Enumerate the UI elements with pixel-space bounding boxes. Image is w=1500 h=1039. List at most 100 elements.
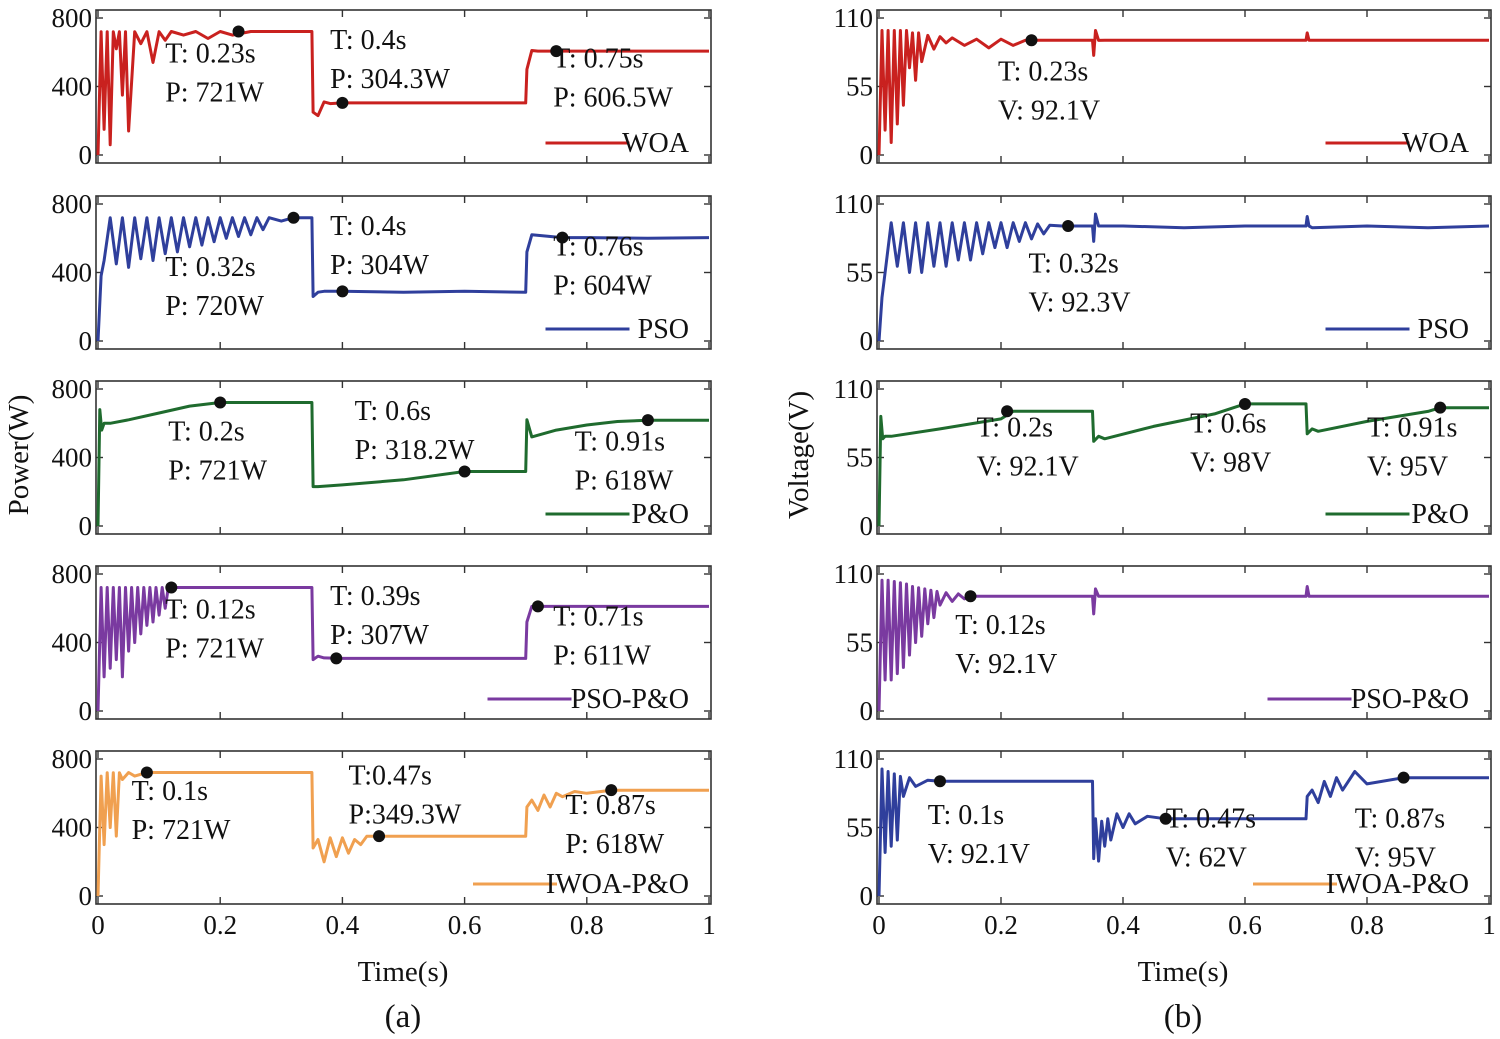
a-psopo-legend-label: PSO-P&O (571, 684, 689, 715)
b-iwoapo-xtick-label: 1 (1482, 910, 1496, 940)
a-po-datatip-marker (458, 465, 471, 478)
a-woa-datatip-label: P: 721W (165, 78, 264, 109)
voltage-axis-label: Voltage(V) (783, 391, 815, 519)
b-po-ytick-label: 110 (834, 374, 874, 404)
b-po-datatip-label: T: 0.6s (1190, 409, 1266, 440)
b-pso-ytick-label: 55 (846, 258, 873, 288)
plot-area: 0 400 800 T: 0.23s P: 721W T: 0.4s P: 304.3W T:… (52, 3, 1496, 940)
b-iwoapo-datatip-label: V: 92.1V (928, 839, 1030, 870)
a-pso-ytick-label: 400 (52, 258, 93, 288)
b-iwoapo-ytick-label: 55 (846, 813, 873, 843)
a-po-chart: 0 400 800 T: 0.2s P: 721W T: 0.6s P: 318.2W T: … (52, 374, 712, 541)
b-iwoapo-ytick-label: 110 (834, 744, 874, 774)
b-iwoapo-legend-label: IWOA-P&O (1326, 869, 1469, 900)
a-iwoapo-xtick-label: 0.4 (326, 910, 360, 940)
b-woa-series-line (877, 29, 1489, 156)
b-woa-ytick-label: 55 (846, 72, 873, 102)
b-iwoapo-datatip-marker (1159, 812, 1172, 825)
a-pso-datatip-marker (556, 231, 569, 244)
a-po-ytick-label: 800 (52, 374, 93, 404)
a-po-ytick-label: 0 (79, 511, 93, 541)
a-iwoapo-ytick-label: 400 (52, 813, 93, 843)
b-iwoapo-datatip-label: T: 0.87s (1355, 804, 1445, 835)
a-psopo-ytick-label: 0 (79, 696, 93, 726)
a-psopo-datatip-marker (330, 652, 343, 665)
b-iwoapo-chart: 0 55 110 0 0.2 0.4 0.6 0.8 1 T: 0.1s V: 92.1V T: 0.… (834, 744, 1496, 940)
a-pso-ytick-label: 800 (52, 189, 93, 219)
a-iwoapo-datatip-marker (373, 830, 386, 843)
a-woa-datatip-label: T: 0.4s (330, 25, 406, 56)
a-woa-ytick-label: 0 (79, 140, 93, 170)
a-woa-datatip-marker (550, 45, 563, 58)
b-po-series-line (877, 402, 1489, 527)
time-axis-label-a: Time(s) (358, 956, 449, 988)
a-iwoapo-xtick-label: 0.6 (448, 910, 482, 940)
b-iwoapo-datatip-label: T: 0.47s (1166, 804, 1256, 835)
a-psopo-datatip-marker (165, 581, 178, 594)
b-po-datatip-marker (1239, 397, 1251, 410)
b-woa-frame (876, 9, 1492, 164)
b-woa-legend-label: WOA (1402, 128, 1470, 159)
a-woa-datatip-label: P: 304.3W (330, 64, 450, 95)
b-pso-frame (876, 195, 1492, 350)
b-woa-ytick-label: 0 (860, 140, 874, 170)
a-iwoapo-legend-label: IWOA-P&O (546, 869, 689, 900)
b-iwoapo-xtick-label: 0.4 (1106, 910, 1140, 940)
b-psopo-datatip-marker (964, 590, 977, 603)
a-pso-legend-label: PSO (638, 314, 689, 345)
a-iwoapo-datatip-label: P:349.3W (349, 800, 462, 831)
b-iwoapo-datatip-label: V: 62V (1166, 843, 1247, 874)
b-psopo-datatip-label: T: 0.12s (955, 610, 1045, 641)
a-woa-datatip-marker (232, 25, 245, 38)
a-pso-datatip-marker (336, 285, 349, 298)
a-woa-datatip-marker (336, 96, 349, 109)
a-iwoapo-ytick-label: 800 (52, 744, 93, 774)
b-psopo-ytick-label: 55 (846, 628, 873, 658)
b-po-datatip-label: T: 0.2s (977, 412, 1053, 443)
a-iwoapo-datatip-label: T:0.47s (349, 761, 432, 792)
a-pso-datatip-label: T: 0.32s (165, 252, 255, 283)
b-po-datatip-label: V: 95V (1367, 451, 1448, 482)
a-psopo-datatip-label: T: 0.12s (165, 595, 255, 626)
a-pso-datatip-label: T: 0.4s (330, 211, 406, 242)
b-pso-ytick-label: 110 (834, 189, 874, 219)
b-pso-legend-label: PSO (1418, 314, 1469, 345)
a-woa-series-line (96, 30, 709, 156)
power-axis-label: Power(W) (3, 395, 35, 516)
a-po-datatip-marker (641, 414, 654, 427)
a-po-datatip-marker (214, 396, 227, 409)
b-po-datatip-label: V: 92.1V (977, 451, 1079, 482)
a-iwoapo-datatip-label: T: 0.1s (132, 776, 208, 807)
b-pso-datatip-marker (1062, 220, 1075, 233)
a-psopo-ytick-label: 400 (52, 628, 93, 658)
a-psopo-datatip-label: T: 0.71s (553, 601, 643, 632)
a-po-series-line (96, 401, 709, 527)
b-iwoapo-xtick-label: 0.2 (984, 910, 1018, 940)
a-woa-ytick-label: 800 (52, 3, 93, 33)
a-psopo-datatip-label: P: 307W (330, 620, 429, 651)
a-iwoapo-series-line (96, 771, 709, 897)
a-pso-ytick-label: 0 (79, 326, 93, 356)
a-woa-legend-label: WOA (622, 128, 690, 159)
subfigure-label-b: (b) (1164, 999, 1202, 1035)
b-woa-datatip-label: T: 0.23s (998, 56, 1088, 87)
a-pso-chart: 0 400 800 T: 0.32s P: 720W T: 0.4s P: 304W T: 0… (52, 189, 712, 356)
a-woa-datatip-label: T: 0.75s (553, 44, 643, 75)
b-po-datatip-label: V: 98V (1190, 448, 1271, 479)
a-pso-datatip-label: P: 304W (330, 250, 429, 281)
b-po-ytick-label: 55 (846, 443, 873, 473)
b-pso-datatip-label: V: 92.3V (1028, 288, 1130, 319)
b-po-chart: 0 55 110 T: 0.2s V: 92.1V T: 0.6s V: 98V T: 0.9… (834, 374, 1492, 541)
b-iwoapo-datatip-marker (934, 775, 946, 788)
a-po-datatip-label: P: 318.2W (355, 435, 475, 466)
a-iwoapo-datatip-label: P: 721W (132, 815, 231, 846)
b-po-legend-label: P&O (1411, 499, 1469, 530)
a-pso-datatip-label: P: 720W (165, 291, 264, 322)
b-woa-datatip-label: V: 92.1V (998, 95, 1100, 126)
b-iwoapo-datatip-marker (1397, 771, 1410, 784)
a-po-datatip-label: T: 0.6s (355, 396, 431, 427)
b-po-datatip-marker (1434, 401, 1447, 414)
time-axis-label-b: Time(s) (1138, 956, 1229, 988)
a-iwoapo-ytick-label: 0 (79, 881, 93, 911)
b-psopo-legend-label: PSO-P&O (1351, 684, 1469, 715)
